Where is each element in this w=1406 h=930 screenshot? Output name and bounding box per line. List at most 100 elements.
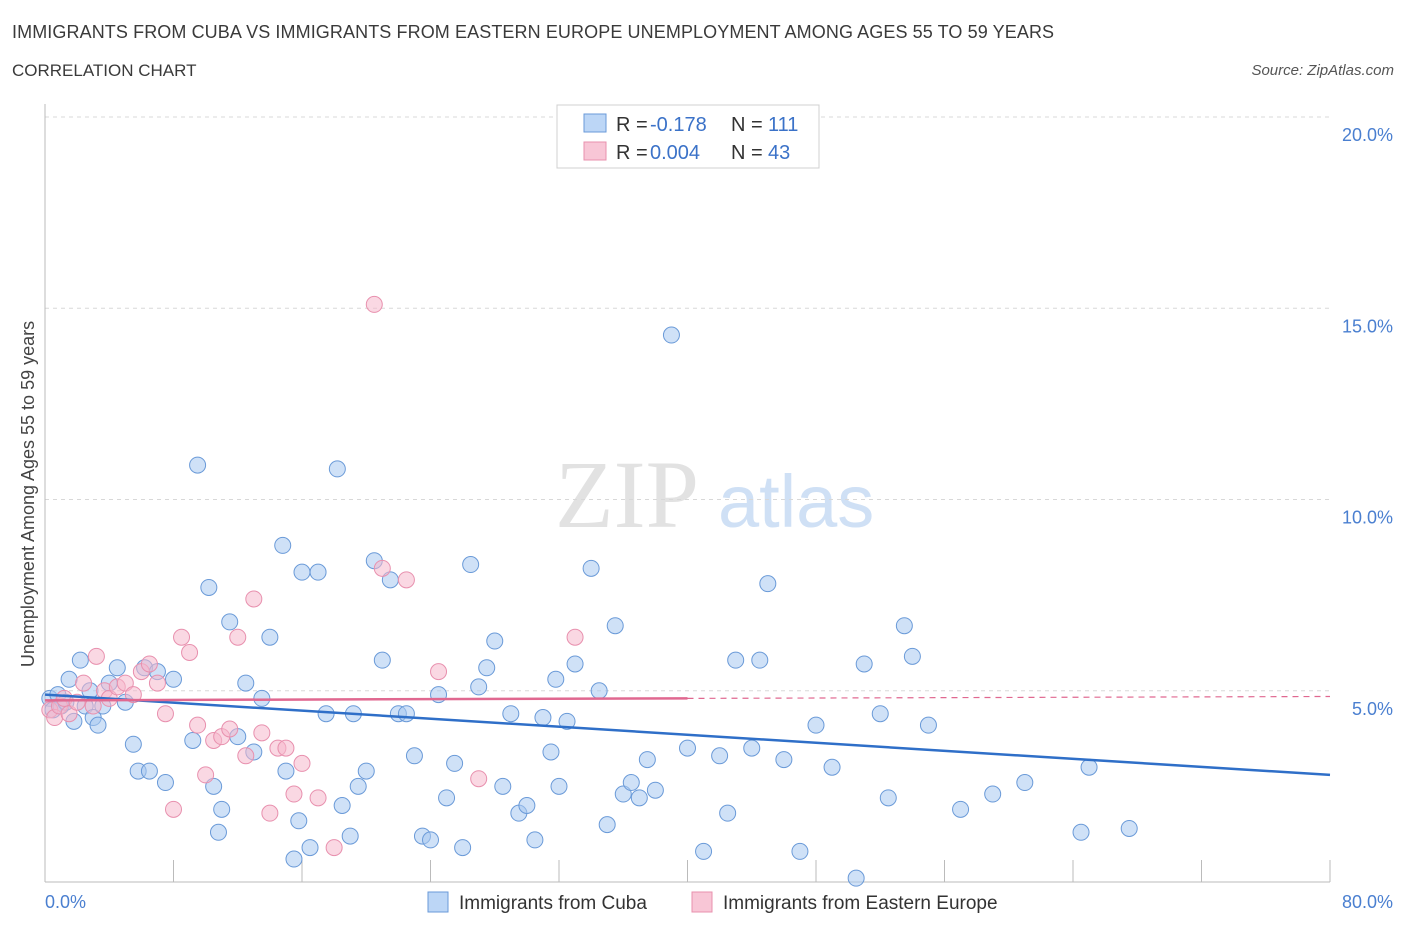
legend-r-label-ee: R = [616, 142, 648, 164]
cuba-point-50 [397, 705, 415, 723]
cuba-point-63 [502, 705, 520, 723]
cuba-point-78 [622, 774, 640, 792]
ee-point-13 [124, 686, 142, 704]
cuba-point-22 [165, 670, 182, 688]
ee-point-25 [221, 720, 239, 738]
axes [44, 104, 1331, 883]
stats-legend: R = -0.178 N = 111 R = 0.004 N = 43 [556, 104, 820, 169]
cuba-point-101 [919, 716, 937, 734]
bottom-legend-label-cuba: Immigrants from Cuba [459, 893, 647, 914]
cuba-point-86 [719, 804, 737, 822]
cuba-point-38 [301, 839, 319, 857]
x-tick-label-min: 0.0% [45, 892, 86, 912]
ee-point-17 [156, 705, 174, 723]
cuba-point-80 [638, 751, 656, 769]
watermark-zip: ZIP [555, 441, 699, 548]
cuba-point-42 [333, 797, 351, 814]
chart-subtitle: CORRELATION CHART [12, 61, 197, 80]
cuba-point-5 [60, 670, 78, 688]
cuba-point-43 [341, 827, 359, 845]
legend-r-value-cuba: -0.178 [650, 114, 707, 136]
ee-point-22 [197, 766, 215, 784]
cuba-point-33 [261, 628, 279, 646]
ee-point-38 [373, 559, 391, 577]
cuba-point-73 [582, 559, 600, 577]
cuba-point-45 [357, 762, 375, 780]
ee-point-35 [309, 789, 327, 807]
cuba-point-82 [662, 326, 680, 344]
cuba-point-11 [89, 716, 107, 734]
cuba-point-60 [478, 659, 496, 677]
ee-point-28 [245, 590, 263, 608]
cuba-point-23 [189, 456, 207, 474]
legend-n-label-cuba: N = [731, 114, 763, 136]
cuba-point-21 [156, 774, 174, 792]
ee-point-19 [173, 628, 191, 646]
legend-r-label-cuba: R = [616, 114, 648, 136]
cuba-point-24 [200, 578, 218, 596]
y-axis-label: Unemployment Among Ages 55 to 59 years [18, 321, 38, 667]
cuba-point-56 [446, 754, 464, 772]
ee-point-41 [470, 770, 488, 788]
cuba-point-90 [759, 575, 777, 593]
ee-point-33 [285, 785, 303, 803]
cuba-point-89 [751, 651, 769, 669]
cuba-point-106 [1080, 758, 1098, 776]
series-ee-points [41, 295, 584, 857]
cuba-point-28 [221, 613, 239, 631]
watermark-atlas: atlas [718, 460, 874, 543]
cuba-point-74 [590, 682, 608, 700]
cuba-point-62 [494, 777, 512, 795]
cuba-point-30 [237, 674, 255, 692]
cuba-point-75 [598, 816, 616, 834]
legend-n-value-ee: 43 [768, 142, 790, 164]
legend-swatch-cuba [583, 113, 607, 133]
cuba-point-37 [293, 563, 311, 581]
cuba-point-19 [140, 762, 158, 780]
cuba-point-105 [1072, 823, 1090, 841]
cuba-point-87 [727, 651, 745, 669]
cuba-point-88 [743, 739, 761, 757]
ee-point-29 [253, 724, 271, 742]
cuba-point-91 [775, 751, 793, 769]
x-tick-label-max: 80.0% [1342, 892, 1393, 912]
cuba-point-108 [290, 812, 308, 830]
cuba-point-16 [124, 735, 142, 753]
cuba-point-7 [71, 651, 89, 669]
cuba-point-68 [542, 743, 560, 761]
grid-lines [45, 116, 1330, 692]
y-tick-label-2: 15.0% [1342, 316, 1393, 336]
cuba-point-85 [711, 747, 729, 765]
cuba-point-109 [184, 731, 202, 749]
cuba-point-79 [630, 789, 648, 807]
cuba-point-61 [486, 632, 504, 650]
ee-point-42 [566, 628, 584, 646]
ee-point-36 [325, 839, 343, 857]
ee-point-27 [237, 747, 255, 765]
ee-point-18 [165, 800, 182, 818]
ee-point-40 [430, 663, 448, 681]
legend-n-value-cuba: 111 [768, 114, 798, 136]
cuba-point-67 [534, 709, 552, 727]
ee-point-32 [277, 739, 295, 757]
bottom-legend-swatch-ee [691, 891, 713, 913]
cuba-point-32 [253, 689, 271, 707]
cuba-point-72 [566, 655, 584, 673]
ee-point-26 [229, 628, 247, 646]
cuba-point-58 [462, 556, 480, 574]
cuba-point-92 [791, 842, 809, 860]
cuba-point-81 [646, 781, 664, 799]
cuba-point-53 [422, 831, 439, 849]
cuba-point-95 [847, 869, 865, 887]
ee-trend-line-extension [687, 695, 1331, 700]
series-cuba-points [41, 326, 1138, 887]
cuba-point-47 [373, 651, 391, 669]
ee-trend-line [44, 697, 688, 702]
cuba-point-71 [558, 712, 576, 730]
series-legend: Immigrants from Cuba Immigrants from Eas… [427, 891, 998, 914]
cuba-point-96 [855, 655, 873, 673]
cuba-point-94 [823, 758, 841, 776]
cuba-point-65 [518, 797, 536, 814]
ee-point-34 [293, 754, 311, 772]
ee-point-6 [75, 674, 93, 692]
